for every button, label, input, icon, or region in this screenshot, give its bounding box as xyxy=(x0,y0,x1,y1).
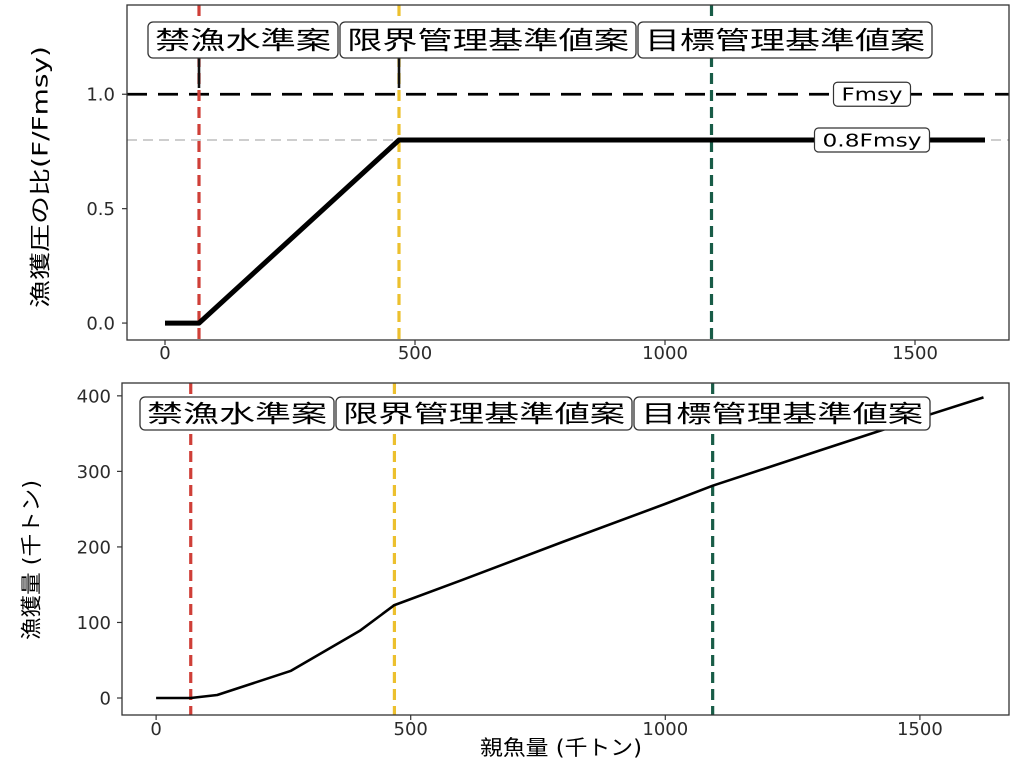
x-tick-label: 1000 xyxy=(642,343,688,364)
panel-background xyxy=(127,5,1009,340)
label-0-8-fmsy: 0.8Fmsy xyxy=(823,130,922,151)
y-tick-label: 0.0 xyxy=(86,314,115,335)
label-ban-level: 禁漁水準案 xyxy=(147,400,327,428)
x-tick-label: 500 xyxy=(394,719,428,740)
label-box-limit-reference xyxy=(335,396,633,431)
panel-fishing-pressure-ratio: Fmsy 0.8Fmsy 禁漁水準案 限界管理基準値案 目標管理基準値案 0 500 1000… xyxy=(29,4,1010,364)
y-tick-label: 300 xyxy=(77,462,111,483)
y-axis-title: 漁獲量 (千トン) xyxy=(20,480,44,640)
label-ban-level: 禁漁水準案 xyxy=(155,26,331,55)
x-tick-label: 0 xyxy=(159,343,170,364)
series-line xyxy=(156,396,984,700)
label-limit-reference: 限界管理基準値案 xyxy=(347,26,629,55)
x-axis-title: 親魚量 (千トン) xyxy=(480,736,642,760)
x-tick-label: 1500 xyxy=(892,343,938,364)
panel-catch: 禁漁水準案 限界管理基準値案 目標管理基準値案 0 500 1000 1500 0 100 200… xyxy=(20,382,1010,760)
panel-frame xyxy=(121,382,1010,716)
x-tick-label: 500 xyxy=(398,343,432,364)
label-box-target-reference xyxy=(637,21,933,59)
y-tick-label: 400 xyxy=(77,386,111,407)
y-tick-label: 1.0 xyxy=(86,85,115,106)
label-box-target-reference xyxy=(633,396,931,431)
y-tick-label: 0 xyxy=(100,688,111,709)
label-limit-reference: 限界管理基準値案 xyxy=(343,400,625,428)
label-target-reference: 目標管理基準値案 xyxy=(641,400,923,428)
label-box-0-8-fmsy xyxy=(813,127,931,153)
panel-frame xyxy=(126,4,1010,341)
y-tick-label: 100 xyxy=(77,613,111,634)
panel-background xyxy=(122,383,1009,715)
x-tick-label: 1500 xyxy=(897,719,943,740)
label-box-limit-reference xyxy=(339,21,637,59)
y-tick-label: 0.5 xyxy=(86,199,115,220)
y-tick-label: 200 xyxy=(77,537,111,558)
label-target-reference: 目標管理基準値案 xyxy=(645,26,925,55)
label-box-ban-level xyxy=(147,21,339,59)
y-axis-title: 漁獲圧の比(F/Fmsy) xyxy=(29,46,53,308)
label-fmsy: Fmsy xyxy=(842,85,903,106)
label-box-fmsy xyxy=(832,81,912,107)
series-line xyxy=(165,137,985,326)
x-tick-label: 1000 xyxy=(642,719,688,740)
label-box-ban-level xyxy=(139,396,335,431)
x-tick-label: 0 xyxy=(150,719,161,740)
